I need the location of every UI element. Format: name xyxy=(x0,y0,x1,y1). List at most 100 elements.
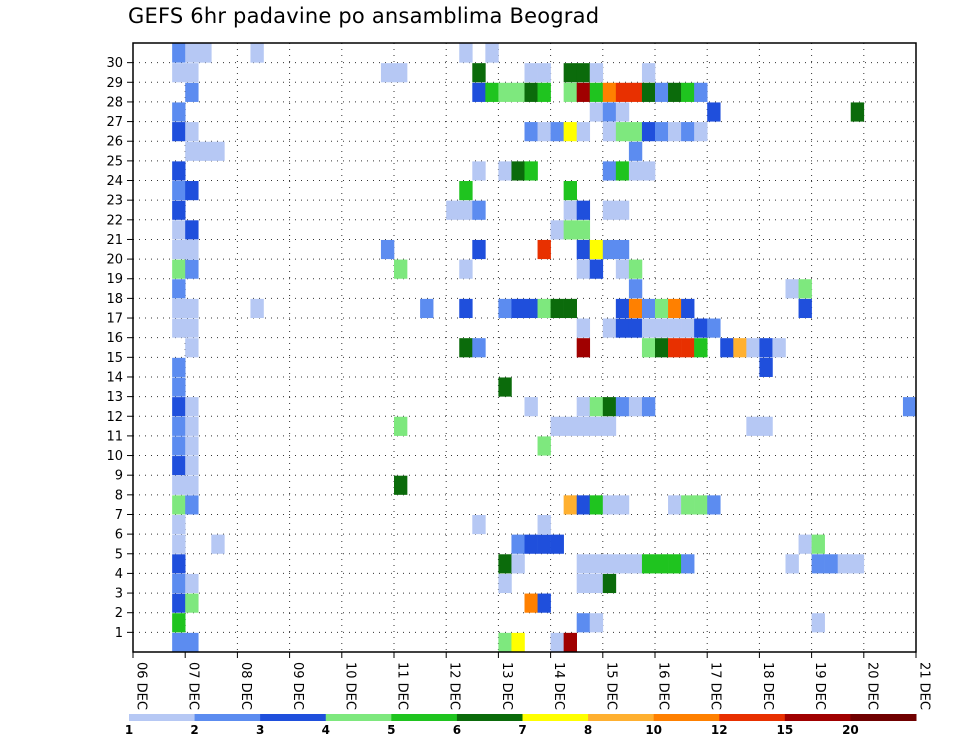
data-cell xyxy=(576,613,591,633)
data-cell xyxy=(720,338,734,358)
data-cell xyxy=(641,298,656,319)
colorbar-label: 10 xyxy=(645,723,662,737)
y-tick-label: 26 xyxy=(106,135,123,150)
data-cell xyxy=(172,122,186,142)
data-cell xyxy=(602,102,617,122)
data-cell xyxy=(563,298,577,319)
y-tick-label: 12 xyxy=(106,410,123,425)
colorbar-swatch xyxy=(194,714,261,721)
data-cell xyxy=(511,554,525,574)
data-cell xyxy=(185,593,199,613)
data-cell xyxy=(172,318,186,338)
data-cell xyxy=(655,554,669,574)
data-cell xyxy=(681,318,695,338)
x-tick-label: 15 DEC xyxy=(603,662,618,710)
data-cell xyxy=(615,122,630,142)
data-cell xyxy=(185,63,199,83)
data-cell xyxy=(589,613,604,633)
colorbar-label: 5 xyxy=(387,723,395,737)
data-cell xyxy=(498,377,512,397)
data-cell xyxy=(641,554,656,574)
data-cell xyxy=(172,161,186,181)
x-tick-label: 14 DEC xyxy=(551,662,566,710)
data-cell xyxy=(576,397,591,417)
data-cell xyxy=(185,338,199,358)
data-cell xyxy=(394,475,408,495)
data-cell xyxy=(668,338,682,358)
data-cell xyxy=(185,456,199,476)
data-cell xyxy=(563,122,577,142)
data-cell xyxy=(681,82,695,102)
y-tick-label: 20 xyxy=(106,253,123,268)
data-cell xyxy=(472,63,486,83)
data-cell xyxy=(811,613,825,633)
data-cell xyxy=(655,338,669,358)
data-cell xyxy=(811,554,825,574)
y-tick-label: 17 xyxy=(106,312,123,327)
data-cell xyxy=(537,534,551,554)
data-cell xyxy=(681,554,695,574)
plot-frame xyxy=(132,42,917,653)
data-cell xyxy=(641,318,656,338)
y-tick-label: 27 xyxy=(106,115,123,130)
data-cell xyxy=(759,357,773,377)
data-cell xyxy=(902,397,917,417)
y-tick-label: 18 xyxy=(106,292,123,307)
data-cell xyxy=(602,495,617,515)
data-cell xyxy=(498,632,512,652)
x-tick-label: 11 DEC xyxy=(395,662,410,710)
data-cell xyxy=(172,436,186,456)
x-tick-label: 13 DEC xyxy=(499,662,514,710)
data-cell xyxy=(576,416,591,436)
data-cell xyxy=(589,82,604,102)
data-cell xyxy=(615,239,630,260)
y-tick-label: 10 xyxy=(106,449,123,464)
data-cell xyxy=(524,63,538,83)
data-cell xyxy=(172,593,186,613)
data-cell xyxy=(172,534,186,554)
data-cell xyxy=(172,220,186,240)
data-cell xyxy=(524,161,538,181)
data-cell xyxy=(589,259,604,279)
y-tick-label: 4 xyxy=(115,567,123,582)
data-cell xyxy=(498,573,512,594)
data-cell xyxy=(550,632,564,652)
data-cell xyxy=(380,239,395,260)
data-cell xyxy=(628,298,643,319)
data-cell xyxy=(681,298,695,319)
data-cell xyxy=(185,318,199,338)
data-cell xyxy=(694,338,708,358)
colorbar-swatch xyxy=(653,714,720,721)
data-cell xyxy=(655,318,669,338)
data-cell xyxy=(185,239,199,260)
data-cell xyxy=(550,416,564,436)
data-cell xyxy=(172,613,186,633)
data-cell xyxy=(172,298,186,319)
y-tick-label: 7 xyxy=(115,508,123,523)
data-cell xyxy=(628,397,643,417)
data-cell xyxy=(172,63,186,83)
data-cell xyxy=(589,554,604,574)
data-cell xyxy=(615,82,630,102)
data-cell xyxy=(576,220,591,240)
data-cell xyxy=(655,82,669,102)
x-tick-label: 08 DEC xyxy=(238,662,253,710)
colorbar-swatch xyxy=(456,714,523,721)
data-cell xyxy=(589,495,604,515)
data-cell xyxy=(172,416,186,436)
data-cell xyxy=(602,416,617,436)
data-cell xyxy=(563,200,577,220)
data-cell xyxy=(668,495,682,515)
data-cell xyxy=(694,318,708,338)
data-cell xyxy=(785,554,799,574)
colorbar-swatch xyxy=(391,714,458,721)
data-cell xyxy=(694,82,708,102)
data-cell xyxy=(641,63,656,83)
data-cell xyxy=(694,122,708,142)
data-cell xyxy=(172,239,186,260)
data-cell xyxy=(589,239,604,260)
colorbar-label: 12 xyxy=(711,723,728,737)
data-cell xyxy=(563,632,577,652)
data-cell xyxy=(172,43,186,63)
